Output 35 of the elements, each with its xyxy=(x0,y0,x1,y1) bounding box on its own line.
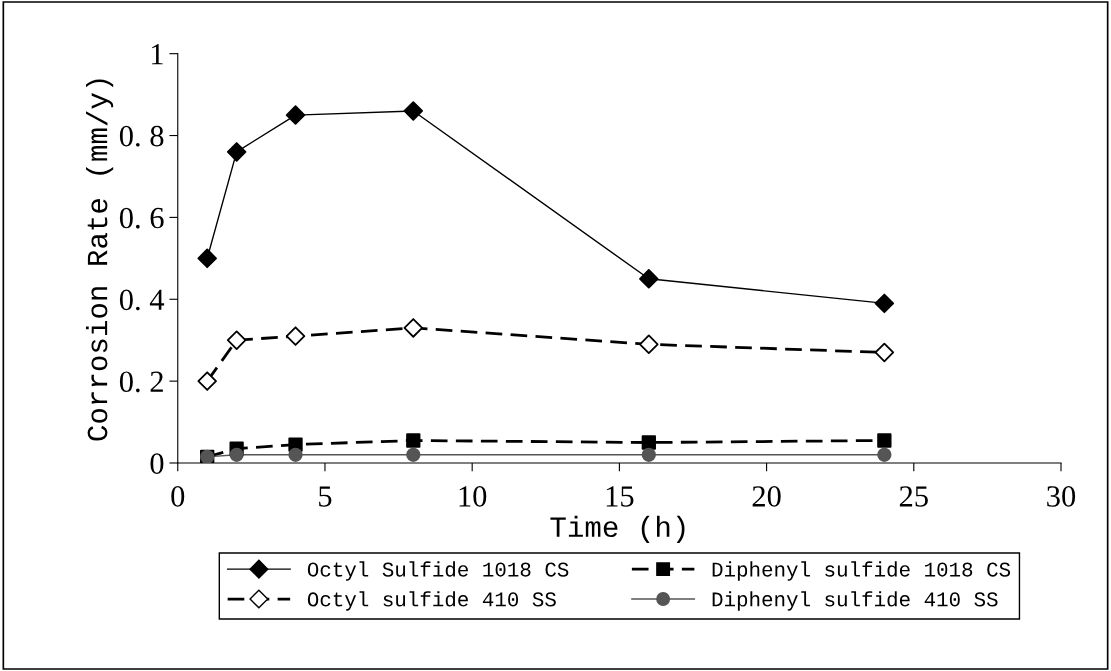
point xyxy=(406,433,421,448)
point xyxy=(226,142,247,162)
point xyxy=(874,342,895,363)
point xyxy=(877,433,892,448)
x-axis-title: Time (h) xyxy=(550,515,685,543)
point xyxy=(285,326,306,346)
point xyxy=(874,293,895,314)
point xyxy=(197,371,217,391)
y-tick-label: 0. 6 xyxy=(119,207,164,229)
y-axis-title: Corrosion Rate (mm/y) xyxy=(85,79,114,441)
point xyxy=(403,101,424,121)
x-tick-label: 0 xyxy=(171,486,185,507)
x-tick-label: 15 xyxy=(606,486,634,507)
x-tick-label: 10 xyxy=(459,486,487,507)
x-tick-label: 25 xyxy=(899,486,928,507)
y-tick-label: 0. 2 xyxy=(119,371,163,393)
y-tick-label: 0. 8 xyxy=(119,125,164,147)
point xyxy=(288,437,303,452)
point xyxy=(639,269,659,289)
point xyxy=(226,330,247,350)
point xyxy=(639,334,659,355)
x-tick-label: 20 xyxy=(752,486,781,507)
y-tick-label: 1 xyxy=(151,44,163,65)
legend-label: Octyl Sulfide 1018 CS xyxy=(307,561,569,581)
point xyxy=(641,435,656,450)
legend-label: Octyl sulfide 410 SS xyxy=(307,591,556,611)
point xyxy=(285,105,306,125)
point xyxy=(403,318,424,338)
x-tick-label: 30 xyxy=(1047,486,1076,507)
point xyxy=(197,248,217,269)
x-tick-label: 5 xyxy=(319,486,332,507)
y-tick-label: 0. 4 xyxy=(119,289,165,311)
legend-label: Diphenyl sulfide 1018 CS xyxy=(712,561,1011,581)
y-tick-label: 0 xyxy=(150,453,164,474)
legend-label: Diphenyl sulfide 410 SS xyxy=(712,591,998,611)
